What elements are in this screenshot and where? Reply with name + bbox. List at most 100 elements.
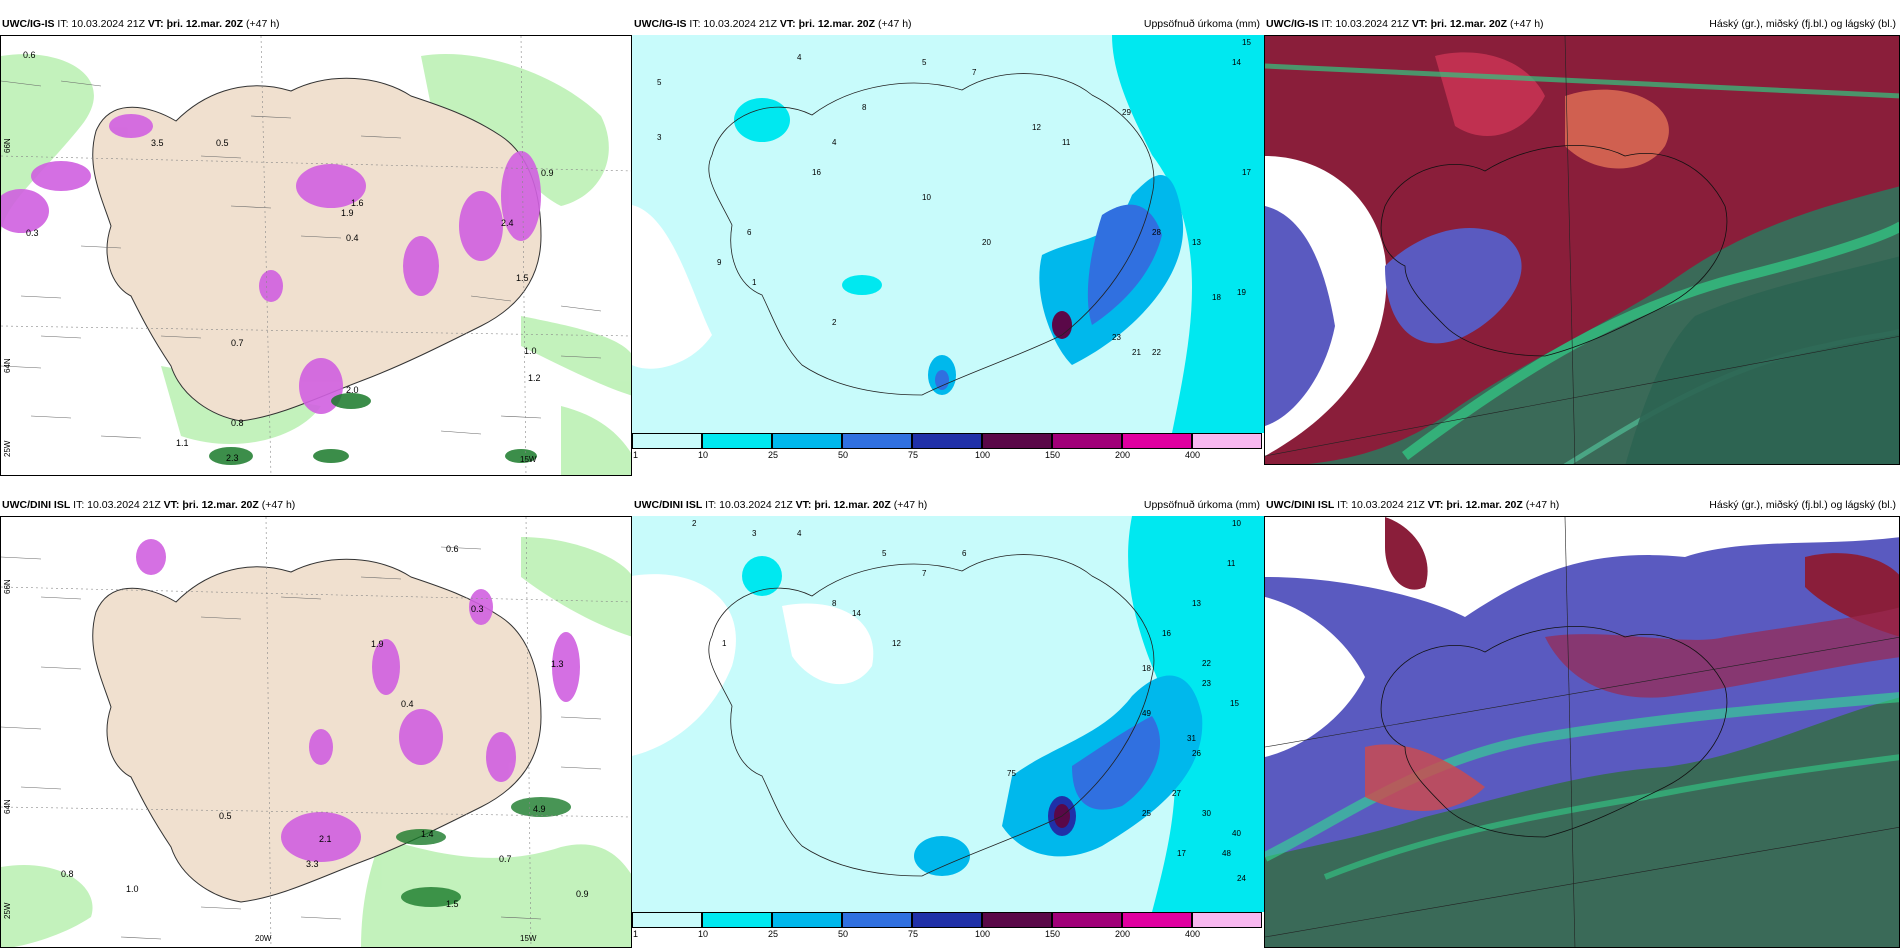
map-value: 0.7 (499, 854, 512, 864)
map-value: 2 (832, 318, 837, 327)
colorbar-label: 150 (1045, 929, 1061, 939)
map-value: 0.6 (446, 544, 459, 554)
map-value: 49 (1142, 709, 1151, 718)
map-value: 25 (1142, 809, 1151, 818)
panel-top-middle: UWC/IG-IS IT: 10.03.2024 21Z VT: þri. 12… (632, 13, 1264, 465)
map-value: 0.9 (576, 889, 589, 899)
map-value: 6 (747, 228, 752, 237)
map-value: 16 (1162, 629, 1171, 638)
map-value: 24 (1237, 874, 1246, 883)
colorbar-swatch (1052, 433, 1122, 449)
panel-top-left: UWC/IG-IS IT: 10.03.2024 21Z VT: þri. 12… (0, 13, 632, 476)
map-value: 10 (922, 193, 931, 202)
colorbar-label: 50 (838, 929, 849, 939)
map-value: 27 (1172, 789, 1181, 798)
map-value: 12 (892, 639, 901, 648)
colorbar-label: 1 (633, 929, 639, 939)
map-value: 1.9 (341, 208, 354, 218)
map-value: 1.9 (371, 639, 384, 649)
colorbar-label: 200 (1115, 450, 1131, 460)
map-value: 0.7 (231, 338, 244, 348)
colorbar-label: 75 (908, 929, 919, 939)
map-svg (1265, 36, 1899, 464)
cloud-cover-map (1264, 516, 1900, 948)
colorbar-label: 50 (838, 450, 849, 460)
cloud-cover-map (1264, 35, 1900, 465)
map-value: 31 (1187, 734, 1196, 743)
panel-title: UWC/DINI ISL IT: 10.03.2024 21Z VT: þri.… (634, 499, 928, 511)
map-value: 1.3 (551, 659, 564, 669)
colorbar-label: 25 (768, 929, 779, 939)
colorbar-label: 400 (1185, 929, 1201, 939)
map-value: 10 (1232, 519, 1241, 528)
map-value: 11 (1227, 559, 1236, 568)
precip-colorbar: 1 10 25 50 75 100 150 200 400 (632, 912, 1264, 940)
panel-field-label: Háský (gr.), miðský (fj.bl.) og lágský (… (1709, 18, 1896, 30)
panel-bottom-middle: UWC/DINI ISL IT: 10.03.2024 21Z VT: þri.… (632, 494, 1264, 950)
colorbar-label: 25 (768, 450, 779, 460)
map-value: 4.9 (533, 804, 546, 814)
map-value: 7 (922, 569, 927, 578)
map-value: 0.5 (216, 138, 229, 148)
map-value: 30 (1202, 809, 1211, 818)
map-value: 0.8 (231, 418, 244, 428)
map-value: 1.6 (351, 198, 364, 208)
map-value: 22 (1152, 348, 1161, 357)
colorbar-swatch (842, 433, 912, 449)
colorbar-swatch (632, 433, 702, 449)
map-value: 0.6 (23, 50, 36, 60)
map-value: 18 (1212, 293, 1221, 302)
map-value: 14 (852, 609, 861, 618)
panel-title: UWC/IG-IS IT: 10.03.2024 21Z VT: þri. 12… (1266, 18, 1544, 30)
map-value: 4 (797, 529, 802, 538)
map-value: 0.5 (219, 811, 232, 821)
precip-accum-map: 5 4 5 4 3 9 8 15 14 7 12 13 29 11 16 10 … (632, 35, 1264, 433)
map-value: 13 (1192, 238, 1201, 247)
colorbar-swatch (702, 433, 772, 449)
map-value: 0.8 (61, 869, 74, 879)
map-value: 19 (1237, 288, 1246, 297)
map-svg: 5 4 5 4 3 9 8 15 14 7 12 13 29 11 16 10 … (632, 35, 1264, 433)
map-value: 5 (657, 78, 662, 87)
precip-colorbar: 1 10 25 50 75 100 150 200 400 (632, 433, 1264, 461)
map-value: 1.1 (176, 438, 189, 448)
map-value: 1.0 (126, 884, 139, 894)
panel-title: UWC/IG-IS IT: 10.03.2024 21Z VT: þri. 12… (2, 18, 280, 30)
axis-label: 64N (3, 358, 12, 373)
axis-label: 66N (3, 579, 12, 594)
colorbar-swatch (1192, 433, 1262, 449)
map-value: 1.5 (446, 899, 459, 909)
map-value: 75 (1007, 769, 1016, 778)
panel-title: UWC/IG-IS IT: 10.03.2024 21Z VT: þri. 12… (634, 18, 912, 30)
map-value: 15 (1242, 38, 1251, 47)
axis-label: 15W (520, 934, 537, 943)
map-value: 2.3 (226, 453, 239, 463)
colorbar-label: 100 (975, 450, 991, 460)
colorbar-swatch (772, 433, 842, 449)
map-value: 5 (882, 549, 887, 558)
map-value: 23 (1202, 679, 1211, 688)
colorbar-label: 1 (633, 450, 639, 460)
colorbar-label: 100 (975, 929, 991, 939)
colorbar-swatch (772, 912, 842, 928)
axis-label: 64N (3, 799, 12, 814)
map-value: 0.4 (401, 699, 414, 709)
map-svg: 2 3 4 5 6 7 8 10 11 12 13 14 15 16 17 18… (632, 516, 1264, 912)
map-value: 1.5 (516, 273, 529, 283)
colorbar-label: 10 (698, 929, 709, 939)
axis-label: 20W (255, 934, 272, 943)
map-value: 2.0 (346, 385, 359, 395)
panel-bottom-right: UWC/DINI ISL IT: 10.03.2024 21Z VT: þri.… (1264, 494, 1900, 950)
map-value: 29 (1122, 108, 1131, 117)
panel-top-right: UWC/IG-IS IT: 10.03.2024 21Z VT: þri. 12… (1264, 13, 1900, 465)
colorbar-swatch (912, 912, 982, 928)
map-value: 5 (922, 58, 927, 67)
map-value: 3.3 (306, 859, 319, 869)
map-value: 1 (752, 278, 757, 287)
panel-field-label: Uppsöfnuð úrkoma (mm) (1143, 18, 1260, 30)
map-value: 3 (657, 133, 662, 142)
map-value: 9 (717, 258, 722, 267)
map-value: 12 (1032, 123, 1041, 132)
map-value: 3 (752, 529, 757, 538)
map-value: 15 (1230, 699, 1239, 708)
